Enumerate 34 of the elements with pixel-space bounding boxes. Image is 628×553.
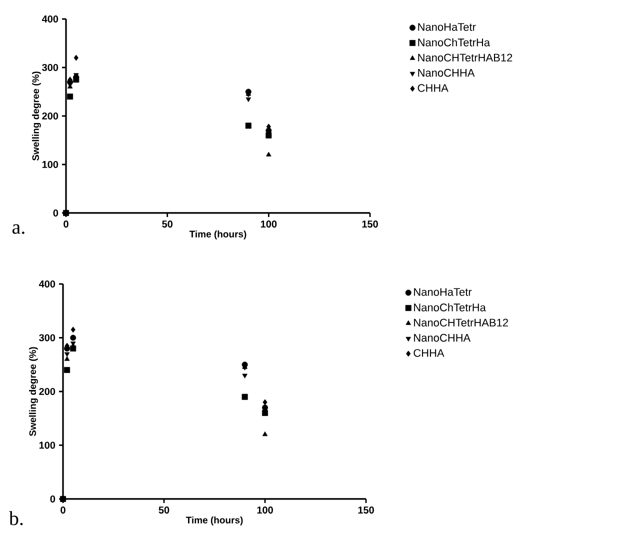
x-tick-label: 50 — [158, 506, 170, 514]
legend-label: NanoChTetrHa — [414, 303, 486, 312]
x-axis-title: Time (hours) — [189, 230, 246, 240]
x-tick-label: 150 — [358, 506, 374, 514]
y-tick-label: 200 — [39, 388, 56, 396]
x-axis-title: Time (hours) — [186, 516, 243, 526]
y-tick-label: 300 — [42, 64, 58, 72]
legend-label: NanoCHHA — [414, 334, 471, 342]
legend-label: NanoHaTetr — [418, 23, 476, 31]
y-tick-label: 400 — [42, 15, 58, 23]
text: b. — [8, 511, 23, 526]
x-tick-label: 100 — [260, 220, 277, 228]
legend-label: NanoHaTetr — [414, 288, 472, 296]
y-tick-label: 100 — [42, 160, 58, 168]
y-tick-label: 200 — [42, 112, 58, 120]
y-tick-label: 400 — [38, 280, 56, 288]
legend-label: CHHA — [414, 349, 444, 357]
x-tick-label: 100 — [257, 506, 273, 514]
legend-label: NanoChTetrHa — [418, 38, 490, 46]
legend-label: NanoCHTetrHAB12 — [418, 54, 512, 62]
x-tick-label: 150 — [362, 220, 378, 228]
legend-label: NanoCHHA — [418, 68, 475, 77]
legend-label: CHHA — [418, 84, 448, 92]
legend-label: NanoCHTetrHAB12 — [414, 318, 508, 327]
y-tick-label: 0 — [50, 495, 56, 503]
x-tick-label: 0 — [60, 506, 66, 514]
x-tick-label: 0 — [64, 220, 68, 228]
y-tick-label: 100 — [39, 442, 56, 449]
text: a. — [12, 224, 24, 234]
y-tick-label: 0 — [53, 209, 58, 217]
y-axis-title: Swelling degree (%) — [32, 72, 41, 161]
y-tick-label: 300 — [39, 334, 56, 342]
y-axis-title: Swelling degree (%) — [29, 347, 38, 436]
x-tick-label: 50 — [162, 220, 172, 228]
